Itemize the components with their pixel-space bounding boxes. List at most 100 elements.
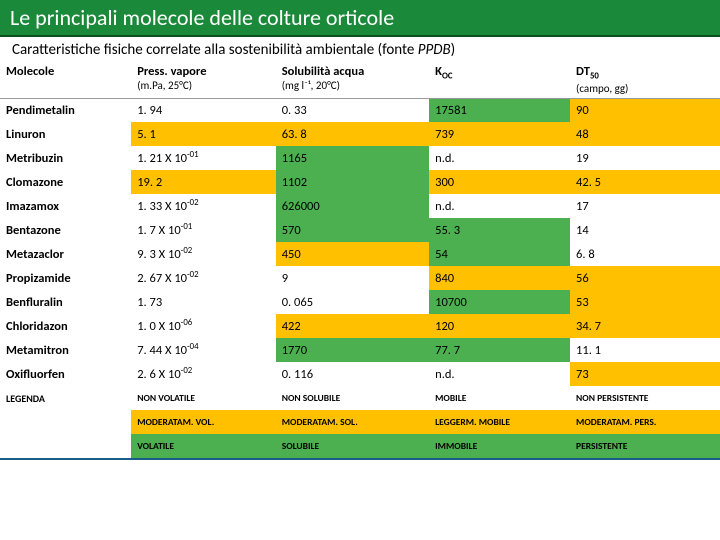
cell-dt: 19 [570,146,720,170]
cell-dt: 90 [570,98,720,122]
subtitle-text: Caratteristiche fisiche correlate alla s… [12,41,418,59]
legend-cell: PERSISTENTE [570,434,720,458]
legend-cell: MOBILE [429,386,570,410]
cell-press: 1. 94 [131,98,276,122]
cell-name: Pendimetalin [0,98,131,122]
cell-dt: 14 [570,218,720,242]
cell-name: Metamitron [0,338,131,362]
table-row: Bentazone1. 7 X 10-0157055. 314 [0,218,720,242]
cell-dt: 73 [570,362,720,386]
legend-cell: MODERATAM. VOL. [131,410,276,434]
cell-dt: 56 [570,266,720,290]
cell-sol: 0. 065 [276,290,429,314]
legend-cell: VOLATILE [131,434,276,458]
legend-cell: MODERATAM. SOL. [276,410,429,434]
cell-press: 9. 3 X 10-02 [131,242,276,266]
cell-press: 1. 7 X 10-01 [131,218,276,242]
cell-name: Propizamide [0,266,131,290]
cell-sol: 9 [276,266,429,290]
table-row: Chloridazon1. 0 X 10-0642212034. 7 [0,314,720,338]
table-row: Clomazone19. 2110230042. 5 [0,170,720,194]
cell-koc: n.d. [429,146,570,170]
page-title: Le principali molecole delle colture ort… [0,0,720,37]
legend-cell: NON VOLATILE [131,386,276,410]
footer-divider [0,458,720,460]
cell-press: 1. 21 X 10-01 [131,146,276,170]
legend-label: LEGENDA [0,386,131,410]
cell-dt: 48 [570,122,720,146]
cell-dt: 42. 5 [570,170,720,194]
table-row: Oxifluorfen2. 6 X 10-020. 116n.d.73 [0,362,720,386]
table-row: Metazaclor9. 3 X 10-02450546. 8 [0,242,720,266]
legend-row: MODERATAM. VOL.MODERATAM. SOL.LEGGERM. M… [0,410,720,434]
subtitle: Caratteristiche fisiche correlate alla s… [0,37,720,61]
cell-koc: 120 [429,314,570,338]
table-row: Metamitron7. 44 X 10-04177077. 711. 1 [0,338,720,362]
cell-name: Chloridazon [0,314,131,338]
cell-press: 1. 33 X 10-02 [131,194,276,218]
cell-name: Clomazone [0,170,131,194]
cell-dt: 34. 7 [570,314,720,338]
cell-name: Bentazone [0,218,131,242]
cell-name: Oxifluorfen [0,362,131,386]
cell-sol: 626000 [276,194,429,218]
subtitle-close: ) [451,41,456,59]
cell-koc: 55. 3 [429,218,570,242]
legend-row: LEGENDANON VOLATILENON SOLUBILEMOBILENON… [0,386,720,410]
subtitle-source: PPDB [418,41,451,59]
cell-name: Imazamox [0,194,131,218]
cell-koc: n.d. [429,362,570,386]
cell-koc: 739 [429,122,570,146]
legend-label [0,410,131,434]
cell-sol: 0. 33 [276,98,429,122]
cell-koc: 840 [429,266,570,290]
col-sol: Solubilità acqua(mg l⁻¹, 20°C) [276,61,429,98]
cell-name: Metazaclor [0,242,131,266]
legend-cell: IMMOBILE [429,434,570,458]
cell-press: 2. 67 X 10-02 [131,266,276,290]
cell-koc: 54 [429,242,570,266]
legend-cell: NON SOLUBILE [276,386,429,410]
cell-sol: 422 [276,314,429,338]
cell-koc: 300 [429,170,570,194]
legend-row: VOLATILESOLUBILEIMMOBILEPERSISTENTE [0,434,720,458]
cell-press: 1. 0 X 10-06 [131,314,276,338]
cell-press: 1. 73 [131,290,276,314]
cell-press: 2. 6 X 10-02 [131,362,276,386]
legend-label [0,434,131,458]
cell-name: Metribuzin [0,146,131,170]
table-body: Pendimetalin1. 940. 331758190Linuron5. 1… [0,98,720,458]
cell-dt: 17 [570,194,720,218]
table-row: Imazamox1. 33 X 10-02626000n.d.17 [0,194,720,218]
cell-koc: 77. 7 [429,338,570,362]
legend-cell: SOLUBILE [276,434,429,458]
cell-sol: 1102 [276,170,429,194]
legend-cell: MODERATAM. PERS. [570,410,720,434]
cell-koc: 17581 [429,98,570,122]
cell-name: Linuron [0,122,131,146]
cell-dt: 53 [570,290,720,314]
legend-cell: LEGGERM. MOBILE [429,410,570,434]
cell-sol: 450 [276,242,429,266]
col-koc: KOC [429,61,570,98]
table-row: Pendimetalin1. 940. 331758190 [0,98,720,122]
col-press: Press. vapore(m.Pa, 25°C) [131,61,276,98]
col-dt: DT50(campo, gg) [570,61,720,98]
table-row: Propizamide2. 67 X 10-02984056 [0,266,720,290]
table-row: Benfluralin1. 730. 0651070053 [0,290,720,314]
cell-sol: 570 [276,218,429,242]
cell-sol: 63. 8 [276,122,429,146]
cell-press: 5. 1 [131,122,276,146]
molecule-table: Molecole Press. vapore(m.Pa, 25°C) Solub… [0,61,720,458]
cell-koc: 10700 [429,290,570,314]
cell-dt: 11. 1 [570,338,720,362]
cell-sol: 1770 [276,338,429,362]
table-header-row: Molecole Press. vapore(m.Pa, 25°C) Solub… [0,61,720,98]
legend-cell: NON PERSISTENTE [570,386,720,410]
cell-name: Benfluralin [0,290,131,314]
cell-press: 7. 44 X 10-04 [131,338,276,362]
cell-koc: n.d. [429,194,570,218]
cell-sol: 0. 116 [276,362,429,386]
table-row: Metribuzin1. 21 X 10-011165n.d.19 [0,146,720,170]
cell-press: 19. 2 [131,170,276,194]
